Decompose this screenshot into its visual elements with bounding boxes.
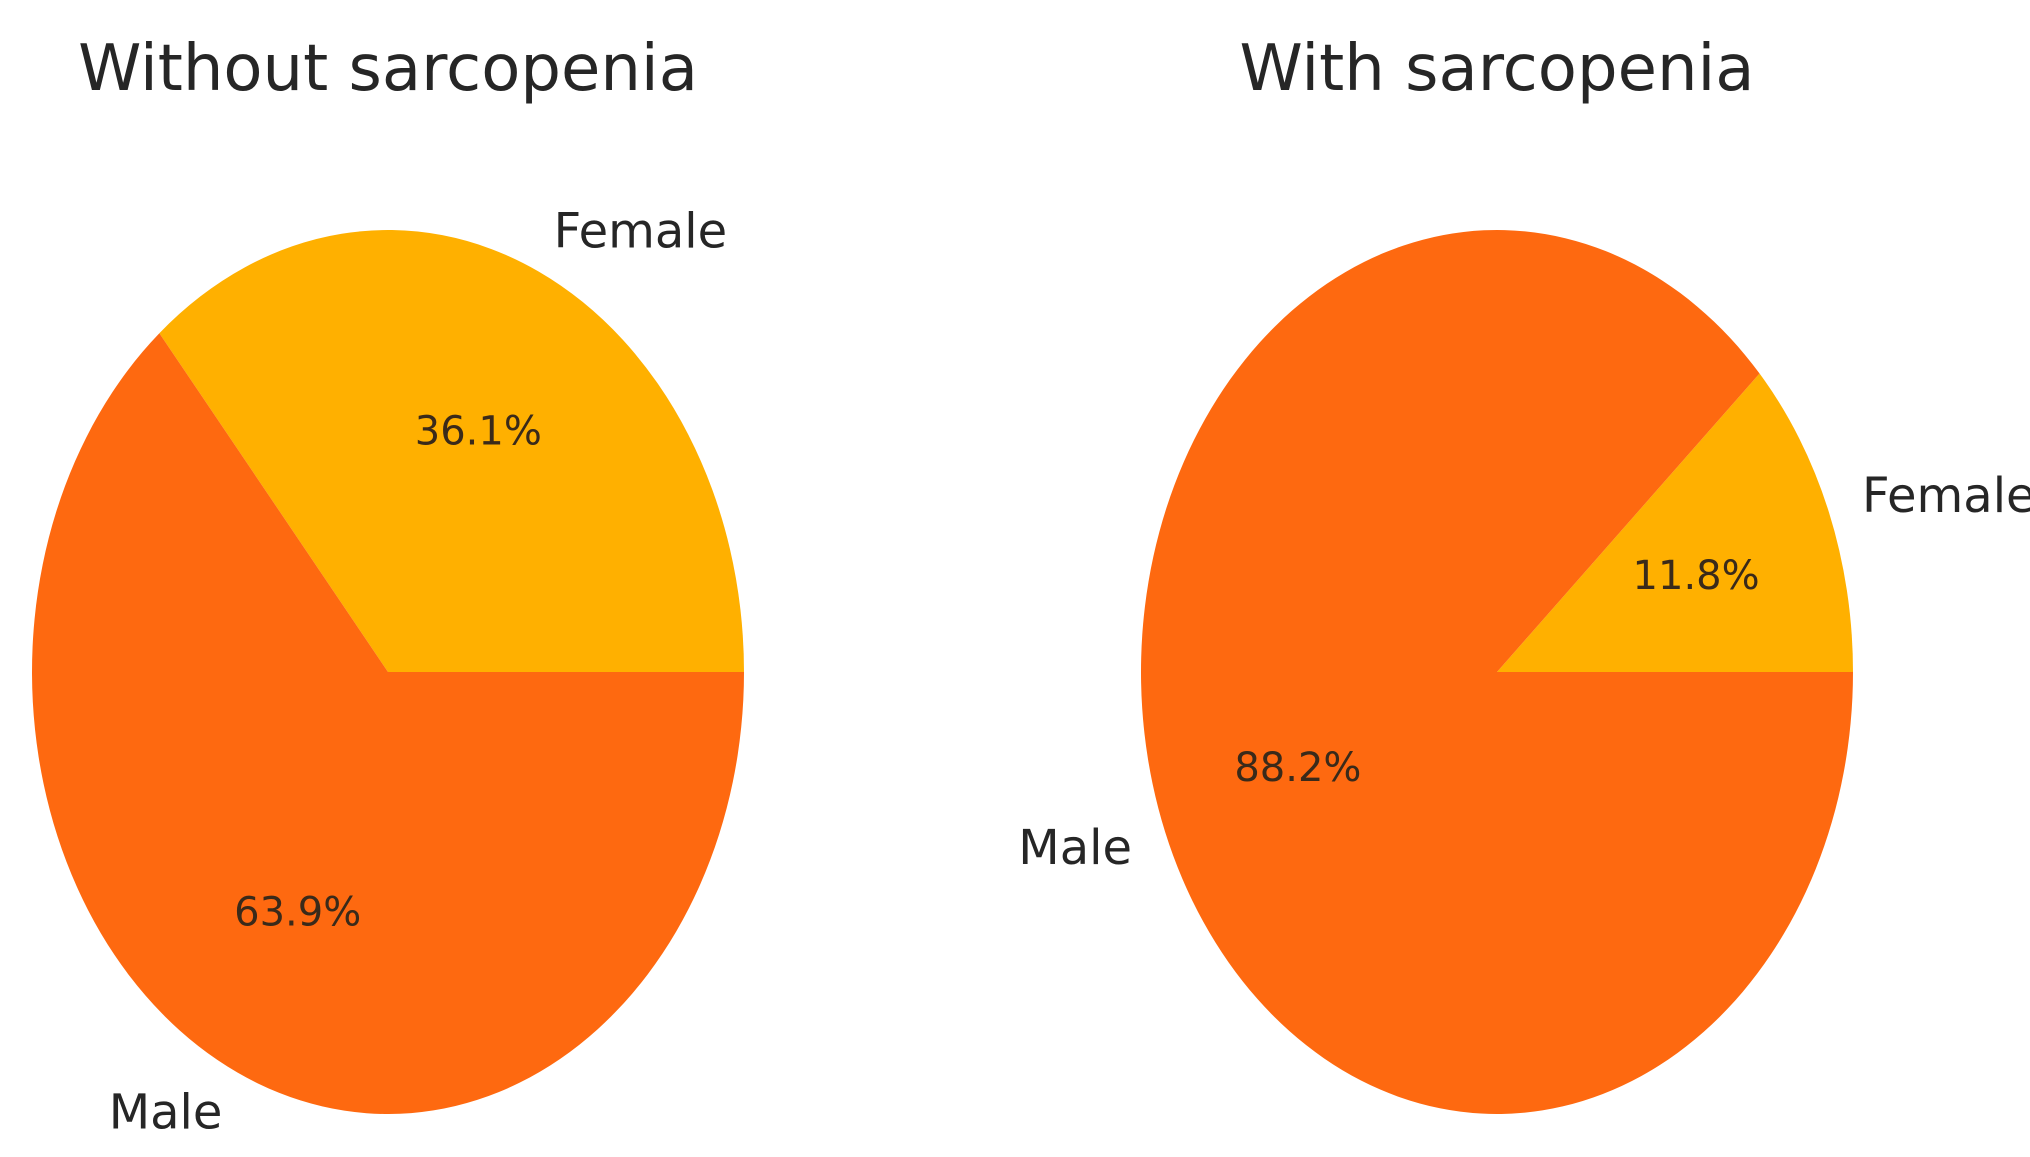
- slice-category-label: Male: [109, 1085, 223, 1141]
- slice-percent-label: 11.8%: [1633, 553, 1760, 599]
- pie-slice-male: [31, 333, 744, 1115]
- pie-slice-female: [159, 230, 745, 672]
- pie-title: Without sarcopenia: [78, 32, 698, 106]
- pie-slice-female: [1497, 373, 1853, 672]
- pie-chart-without-sarcopenia: Without sarcopenia 36.1% Female 63.9% Male: [31, 32, 745, 1141]
- slice-category-label: Female: [554, 203, 728, 259]
- pie-title: With sarcopenia: [1239, 32, 1754, 106]
- slice-percent-label: 36.1%: [415, 409, 542, 455]
- slice-percent-label: 88.2%: [1234, 745, 1361, 791]
- slice-category-label: Male: [1018, 820, 1132, 876]
- pie-slice-male: [1141, 230, 1853, 1115]
- slice-percent-label: 63.9%: [234, 889, 361, 935]
- pie-chart-with-sarcopenia: With sarcopenia 11.8% Female 88.2% Male: [1018, 32, 2030, 1115]
- slice-category-label: Female: [1862, 468, 2030, 524]
